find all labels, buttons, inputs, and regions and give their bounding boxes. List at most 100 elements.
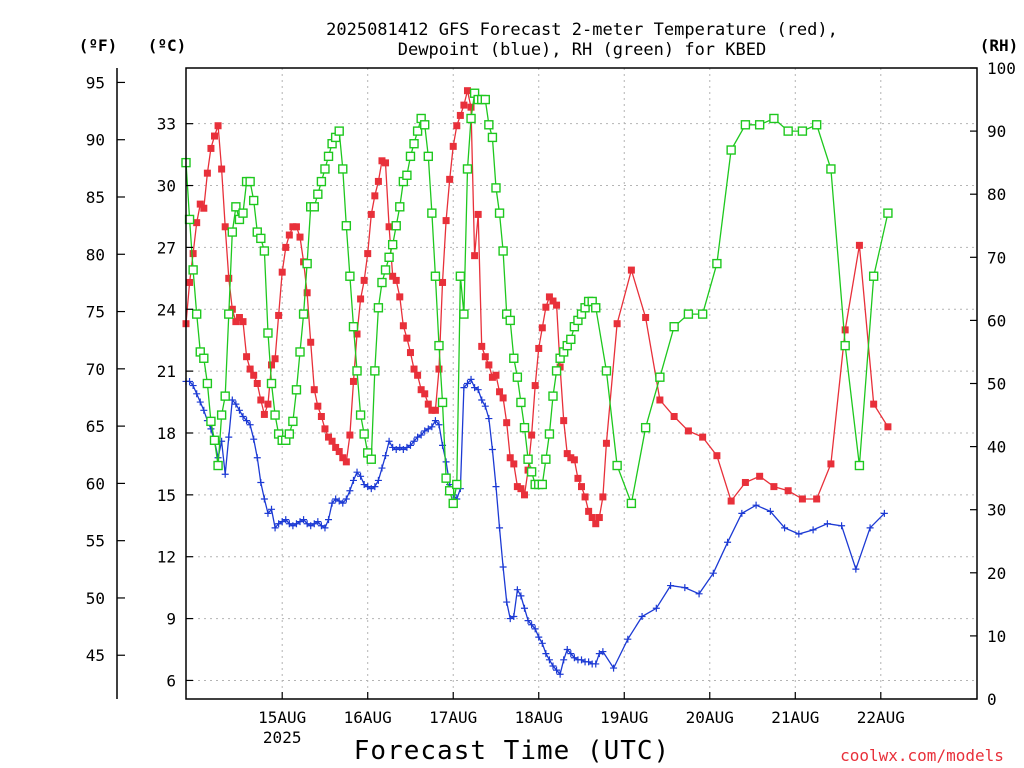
- data-point: [285, 520, 293, 528]
- data-point: [549, 662, 557, 670]
- data-point: [667, 582, 675, 590]
- data-point: [213, 460, 223, 471]
- data-point: [740, 120, 751, 130]
- data-point: [528, 431, 536, 439]
- data-point: [592, 660, 600, 668]
- data-point: [474, 210, 482, 218]
- time-tick-label: 16AUG: [344, 708, 392, 727]
- data-point: [278, 518, 286, 526]
- data-point: [410, 437, 418, 445]
- data-point: [364, 483, 372, 491]
- data-point: [471, 252, 479, 260]
- data-point: [387, 239, 398, 250]
- data-point: [624, 635, 632, 643]
- data-point: [243, 353, 251, 361]
- data-point: [284, 429, 295, 439]
- data-point: [741, 478, 749, 486]
- data-point: [282, 516, 290, 524]
- data-point: [378, 464, 386, 472]
- data-point: [781, 524, 789, 532]
- data-point: [638, 613, 646, 621]
- data-point: [613, 320, 621, 328]
- data-point: [567, 650, 575, 658]
- data-point: [478, 342, 486, 350]
- data-point: [289, 522, 297, 530]
- data-point: [841, 326, 849, 334]
- data-point: [353, 468, 361, 476]
- data-point: [296, 233, 304, 241]
- data-point: [523, 454, 533, 464]
- data-point: [303, 289, 311, 297]
- data-point: [328, 499, 336, 507]
- data-point: [541, 454, 551, 464]
- data-point: [348, 322, 359, 332]
- data-point: [503, 598, 511, 606]
- celsius-tick-label: 30: [157, 177, 176, 196]
- celsius-tick-label: 33: [157, 115, 176, 134]
- data-point: [599, 648, 607, 656]
- data-point: [317, 522, 325, 530]
- celsius-tick-label: 21: [157, 362, 176, 381]
- data-point: [551, 366, 562, 376]
- data-point: [813, 495, 821, 503]
- data-point: [335, 497, 343, 505]
- fahrenheit-tick-label: 90: [86, 131, 105, 150]
- rh-tick-label: 40: [987, 438, 1006, 457]
- data-point: [271, 524, 279, 532]
- data-point: [250, 435, 258, 443]
- data-point: [264, 400, 272, 408]
- data-point: [542, 650, 550, 658]
- data-point: [669, 322, 679, 332]
- data-point: [595, 650, 603, 658]
- data-point: [699, 433, 707, 441]
- data-point: [474, 386, 482, 394]
- data-point: [338, 164, 348, 174]
- data-point: [467, 375, 475, 383]
- x-axis-label: Forecast Time (UTC): [354, 736, 670, 766]
- data-point: [310, 520, 318, 528]
- data-point: [235, 406, 243, 414]
- data-point: [207, 425, 215, 433]
- data-point: [321, 524, 329, 532]
- data-point: [271, 355, 279, 363]
- data-point: [334, 126, 344, 136]
- data-point: [360, 481, 368, 489]
- plot-frame: [185, 67, 978, 700]
- data-point: [855, 241, 863, 249]
- data-point: [524, 617, 532, 625]
- data-point: [196, 398, 204, 406]
- data-point: [374, 177, 382, 185]
- rh-tick-label: 10: [987, 627, 1006, 646]
- rh-tick-label: 80: [987, 185, 1006, 204]
- data-point: [391, 221, 401, 231]
- rh-tick-label: 30: [987, 501, 1006, 520]
- series-layer: [181, 87, 893, 678]
- data-point: [868, 271, 879, 281]
- data-point: [377, 277, 387, 288]
- data-point: [505, 315, 515, 326]
- data-point: [313, 189, 323, 199]
- data-point: [216, 410, 227, 420]
- data-point: [253, 380, 261, 387]
- data-point: [341, 221, 352, 231]
- data-point: [467, 103, 475, 111]
- data-point: [417, 431, 425, 439]
- data-point: [410, 365, 418, 373]
- data-point: [455, 271, 466, 281]
- data-point: [652, 604, 660, 612]
- data-point: [225, 433, 233, 441]
- data-point: [420, 120, 430, 130]
- data-point: [292, 223, 300, 231]
- fahrenheit-unit-label: (ºF): [79, 36, 118, 55]
- data-point: [537, 479, 548, 490]
- data-point: [374, 476, 382, 484]
- time-tick-label: 18AUG: [515, 708, 563, 727]
- data-point: [683, 309, 694, 319]
- celsius-tick-label: 9: [166, 610, 176, 629]
- data-point: [186, 377, 194, 385]
- series-line: [185, 90, 889, 526]
- data-point: [335, 448, 343, 456]
- celsius-tick-label: 24: [157, 300, 176, 319]
- data-point: [231, 202, 241, 212]
- data-point: [224, 309, 234, 319]
